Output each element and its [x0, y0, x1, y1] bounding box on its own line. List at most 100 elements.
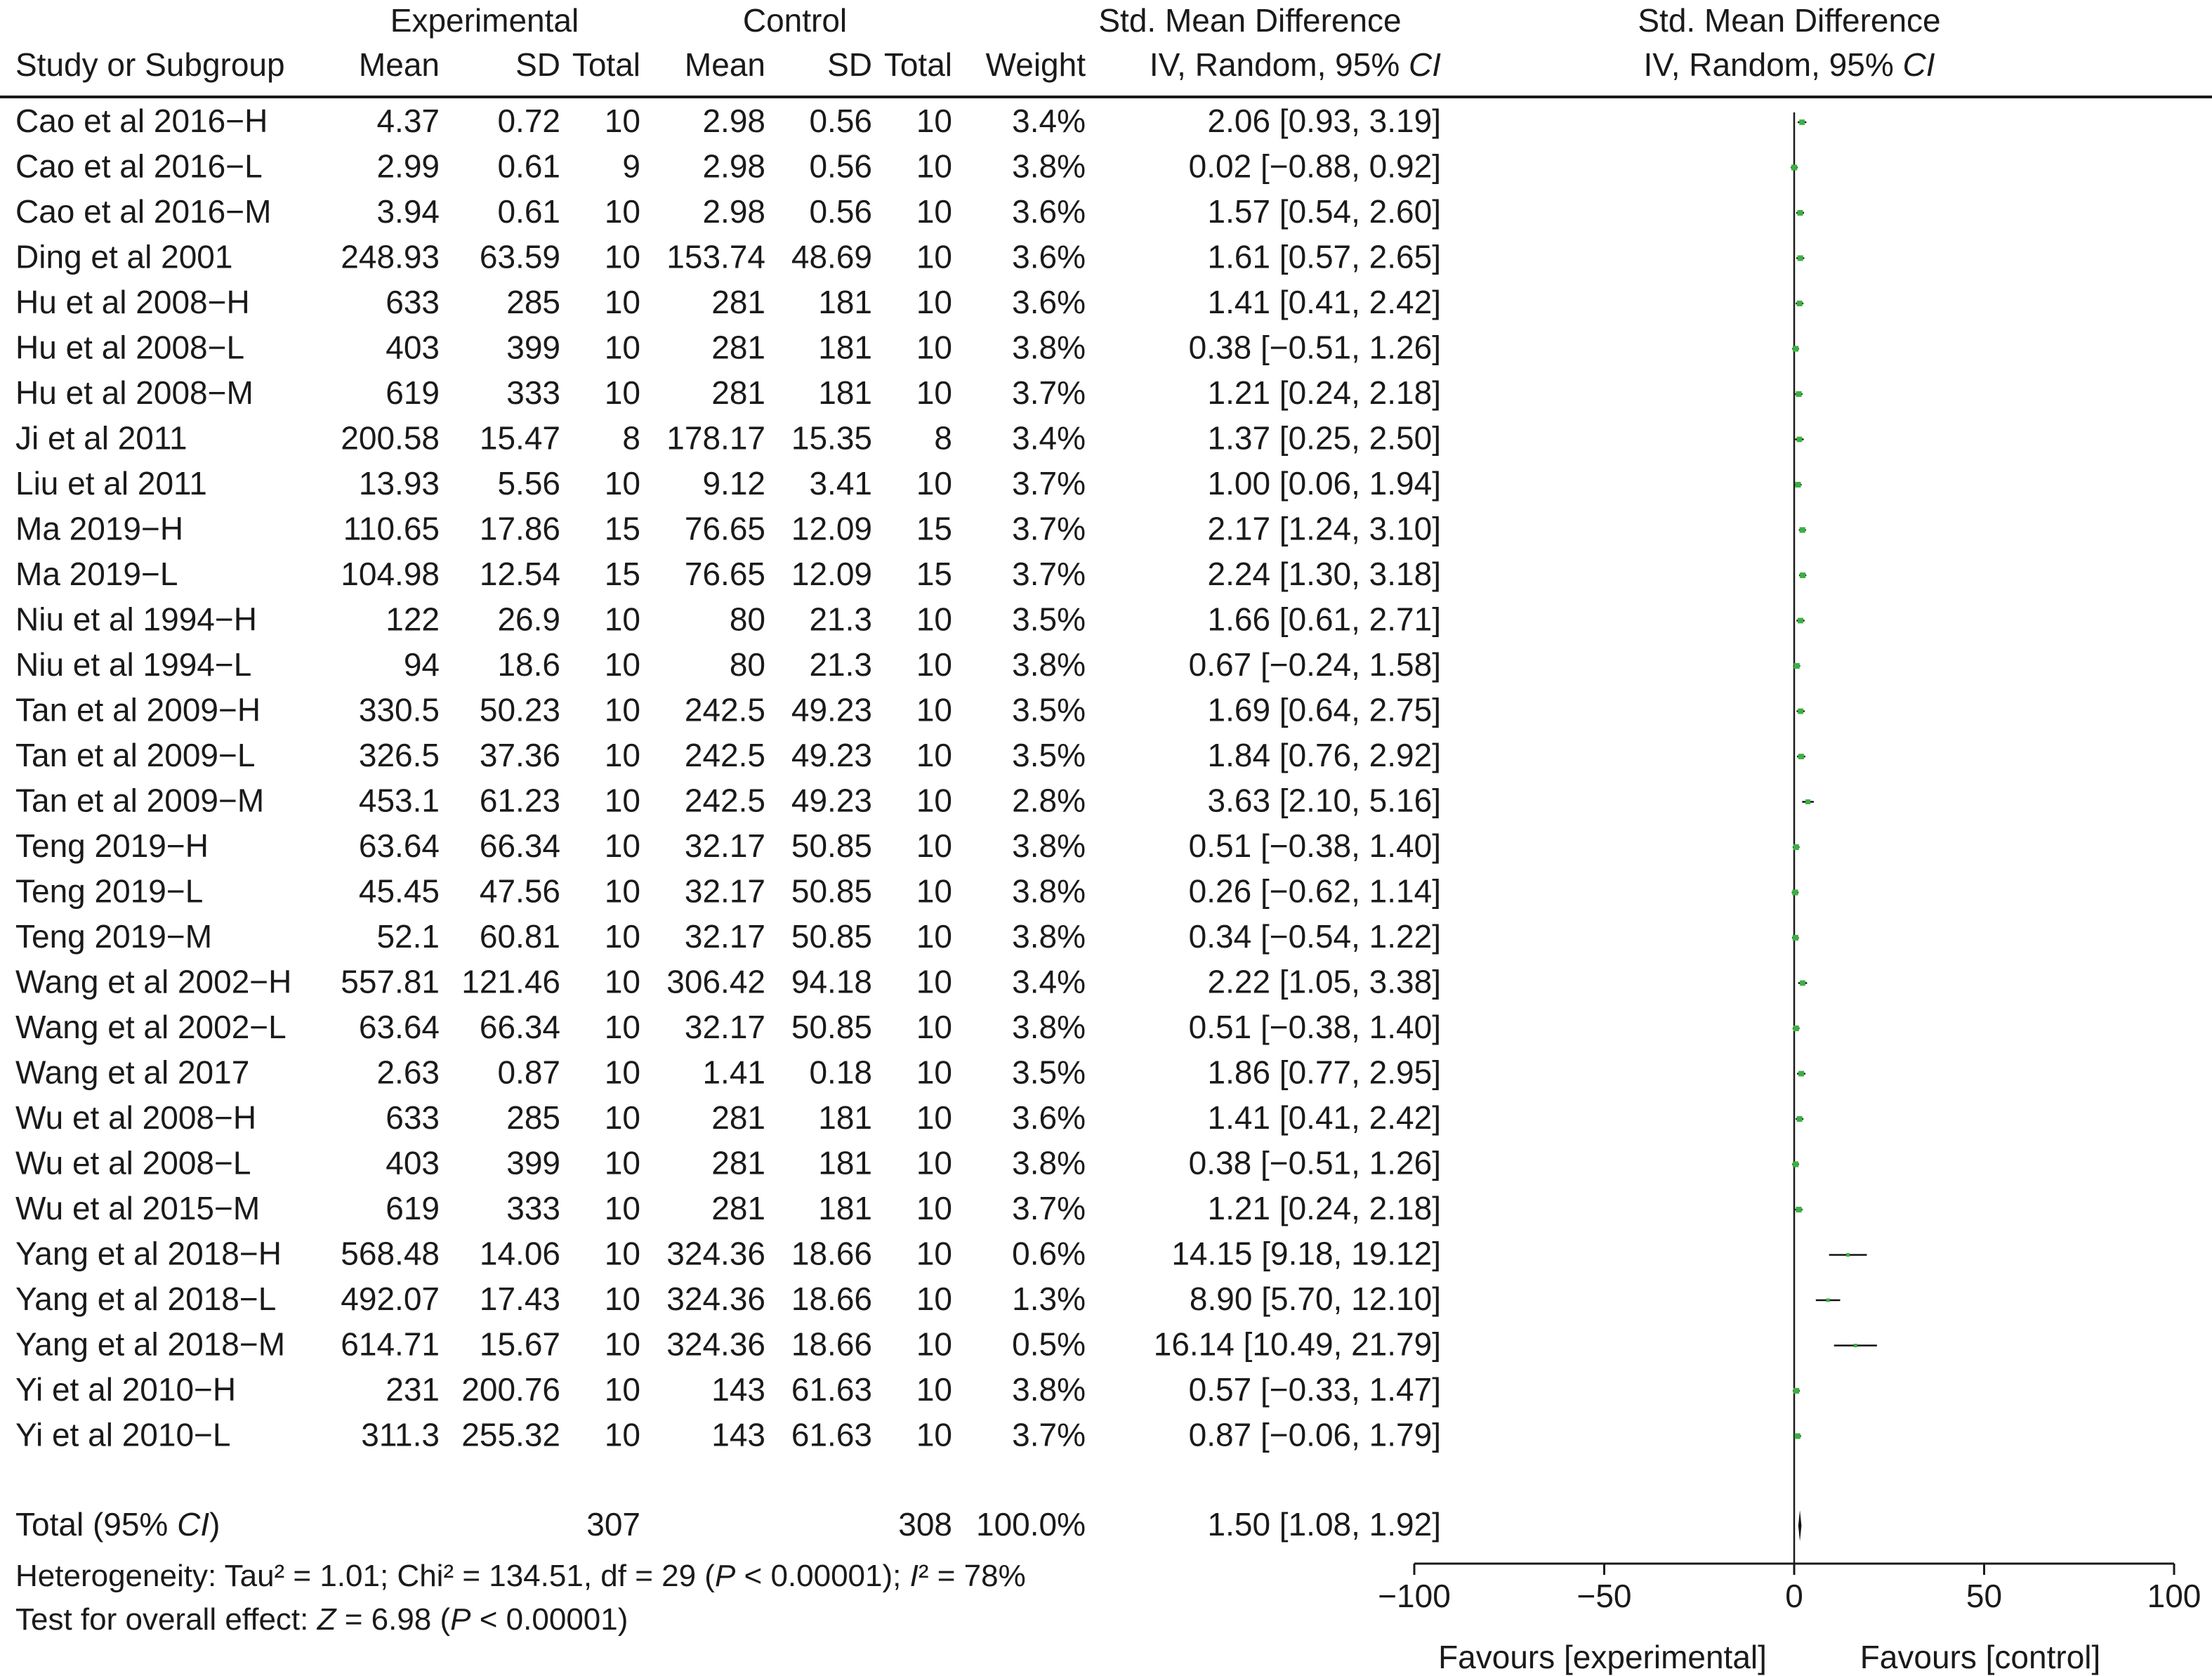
effect-square [1796, 301, 1803, 306]
ctl-total: 10 [916, 1326, 952, 1363]
effect-square [1796, 1206, 1802, 1213]
exp-mean: 104.98 [341, 556, 440, 592]
exp-total: 10 [605, 374, 640, 411]
smd-ci: 1.66 [0.61, 2.71] [1208, 601, 1442, 638]
weight: 3.5% [1012, 737, 1086, 773]
smd-ci: 1.00 [0.06, 1.94] [1208, 465, 1442, 502]
exp-total: 10 [605, 783, 640, 819]
ctl-sd: 181 [818, 1190, 872, 1226]
effect-square [1796, 436, 1803, 443]
weight: 3.5% [1012, 601, 1086, 638]
ctl-total: 10 [916, 103, 952, 139]
study-marker [1795, 436, 1804, 443]
ctl-mean: 32.17 [685, 873, 765, 910]
ctl-sd: 18.66 [791, 1326, 872, 1363]
exp-total: 10 [605, 103, 640, 139]
exp-mean: 63.64 [359, 1009, 440, 1045]
table-row: Wang et al 2002−L 63.64 66.34 10 32.17 50.85 1… [15, 1009, 1441, 1045]
exp-total: 10 [605, 646, 640, 683]
weight: 3.7% [1012, 374, 1086, 411]
smd-ci: 1.41 [0.41, 2.42] [1208, 284, 1442, 320]
study-marker [1796, 708, 1805, 714]
effect-square [1805, 799, 1811, 805]
smd-ci: 2.06 [0.93, 3.19] [1208, 103, 1442, 139]
table-row: Ding et al 2001 248.93 63.59 10 153.74 48.69 1… [15, 239, 1441, 275]
ctl-mean: 306.42 [666, 964, 765, 1000]
weight: 3.7% [1012, 1190, 1086, 1226]
ctl-total: 10 [916, 1145, 952, 1181]
table-row: Teng 2019−L 45.45 47.56 10 32.17 50.85 10 3.8% 0… [15, 873, 1441, 910]
smd-ci: 0.67 [−0.24, 1.58] [1189, 646, 1441, 683]
exp-sd: 0.72 [497, 103, 560, 139]
weight: 3.5% [1012, 1054, 1086, 1091]
ctl-total: 10 [916, 1371, 952, 1408]
plot-title: Std. Mean Difference [1638, 2, 1940, 39]
ctl-total: 10 [916, 646, 952, 683]
table-row: Ma 2019−L 104.98 12.54 15 76.65 12.09 15 3.7% 2.… [15, 556, 1441, 592]
ctl-sd: 18.66 [791, 1281, 872, 1317]
ctl-total: 10 [916, 873, 952, 910]
ctl-total: 10 [916, 329, 952, 366]
table-row: Yang et al 2018−M 614.71 15.67 10 324.36 18.6… [15, 1326, 1441, 1363]
ctl-sd: 61.63 [791, 1417, 872, 1453]
ctl-mean: 242.5 [685, 737, 765, 773]
study-marker [1791, 164, 1798, 171]
weight: 3.8% [1012, 1371, 1086, 1408]
study-name: Cao et al 2016−H [15, 103, 268, 139]
ctl-mean: 32.17 [685, 918, 765, 955]
ctl-mean: 80 [730, 601, 765, 638]
exp-sd: 66.34 [480, 1009, 560, 1045]
exp-sd: 15.47 [480, 420, 560, 457]
effect-square [1799, 119, 1805, 125]
ctl-total: 8 [934, 420, 952, 457]
ctl-mean: 2.98 [702, 103, 765, 139]
ctl-mean: 242.5 [685, 783, 765, 819]
study-name: Wang et al 2002−L [15, 1009, 287, 1045]
header-method: IV, Random, 95% CI [1150, 46, 1441, 83]
ctl-mean: 324.36 [666, 1236, 765, 1272]
ctl-mean: 2.98 [702, 148, 765, 185]
exp-total: 10 [605, 1281, 640, 1317]
study-marker [1791, 889, 1799, 896]
study-marker [1796, 617, 1805, 624]
plot-method: IV, Random, 95% CI [1643, 46, 1935, 83]
table-row: Wu et al 2008−L 403 399 10 281 181 10 3.8% 0.38 … [15, 1145, 1441, 1181]
exp-total: 10 [605, 239, 640, 275]
exp-mean: 2.63 [376, 1054, 440, 1091]
exp-sd: 399 [506, 1145, 560, 1181]
study-name: Yi et al 2010−H [15, 1371, 236, 1408]
effect-square [1853, 1344, 1857, 1347]
footer: Heterogeneity: Tau² = 1.01; Chi² = 134.5… [15, 1559, 1026, 1637]
table-row: Yi et al 2010−L 311.3 255.32 10 143 61.63 10 3.… [15, 1417, 1441, 1453]
table-row: Teng 2019−H 63.64 66.34 10 32.17 50.85 10 3.8% 0… [15, 827, 1441, 864]
ctl-mean: 80 [730, 646, 765, 683]
exp-mean: 492.07 [341, 1281, 440, 1317]
weight: 3.6% [1012, 1099, 1086, 1136]
study-marker [1793, 662, 1800, 669]
ctl-sd: 50.85 [791, 873, 872, 910]
ctl-total: 10 [916, 1190, 952, 1226]
smd-ci: 1.69 [0.64, 2.75] [1208, 692, 1442, 728]
header-exp-mean: Mean [359, 46, 440, 83]
ctl-total: 10 [916, 1099, 952, 1136]
exp-sd: 18.6 [497, 646, 560, 683]
study-name: Yi et al 2010−L [15, 1417, 230, 1453]
smd-ci: 0.57 [−0.33, 1.47] [1189, 1371, 1441, 1408]
table-row: Niu et al 1994−L 94 18.6 10 80 21.3 10 3.8% 0.67… [15, 646, 1441, 683]
table-header: Experimental Control Std. Mean Differenc… [15, 2, 1941, 83]
effect-square [1792, 346, 1799, 352]
exp-total: 10 [605, 873, 640, 910]
header-study: Study or Subgroup [15, 46, 285, 83]
weight: 3.8% [1012, 329, 1086, 366]
table-row: Tan et al 2009−L 326.5 37.36 10 242.5 49.23 10… [15, 737, 1441, 773]
ctl-sd: 49.23 [791, 783, 872, 819]
effect-square [1826, 1298, 1830, 1302]
exp-sd: 17.86 [480, 511, 560, 547]
study-marker [1796, 255, 1805, 261]
favours-left: Favours [experimental] [1438, 1639, 1767, 1675]
exp-total: 10 [605, 284, 640, 320]
effect-square [1794, 1433, 1800, 1439]
ctl-total: 15 [916, 556, 952, 592]
exp-sd: 60.81 [480, 918, 560, 955]
